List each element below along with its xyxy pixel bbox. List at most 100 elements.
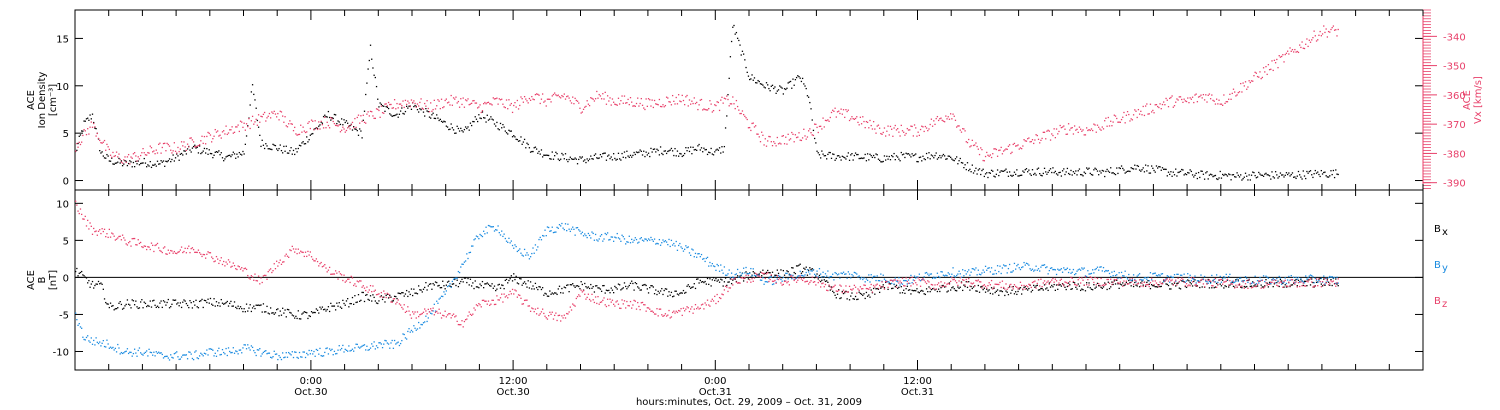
data-point <box>580 281 582 283</box>
data-point <box>316 349 319 352</box>
data-point <box>172 299 174 301</box>
data-point <box>894 158 896 161</box>
data-point <box>415 106 417 108</box>
data-point <box>347 127 349 129</box>
data-point <box>129 351 131 353</box>
data-point <box>455 132 457 134</box>
data-point <box>1111 281 1113 283</box>
data-point <box>1185 173 1188 176</box>
data-point <box>1167 275 1170 278</box>
data-point <box>1164 279 1166 281</box>
data-point <box>1042 172 1044 175</box>
data-point <box>650 310 652 312</box>
data-point <box>821 150 823 152</box>
data-point <box>486 282 488 284</box>
data-point <box>273 263 275 265</box>
data-point <box>834 159 836 161</box>
data-point <box>917 276 919 278</box>
data-point <box>942 274 945 276</box>
data-point <box>1331 284 1333 287</box>
data-point <box>201 353 203 356</box>
data-point <box>785 88 787 91</box>
data-point <box>238 266 240 268</box>
data-point <box>995 272 998 275</box>
data-point <box>750 129 752 132</box>
data-point <box>160 300 162 302</box>
data-point <box>714 279 716 282</box>
data-point <box>99 150 101 152</box>
data-point <box>1021 147 1023 150</box>
data-point <box>578 158 580 161</box>
data-point <box>1141 169 1143 171</box>
data-point <box>82 130 84 132</box>
data-point <box>308 349 310 352</box>
data-point <box>523 299 526 302</box>
data-point <box>1095 168 1097 170</box>
data-point <box>1160 273 1162 275</box>
data-point <box>775 145 777 147</box>
data-point <box>664 288 667 290</box>
data-point <box>1116 279 1118 281</box>
data-point <box>1308 39 1310 41</box>
data-point <box>1022 266 1024 268</box>
data-point <box>108 306 110 309</box>
data-point <box>1175 168 1177 170</box>
data-point <box>1119 121 1121 123</box>
data-point <box>119 353 121 355</box>
data-point <box>1172 106 1174 108</box>
data-point <box>178 305 180 307</box>
data-point <box>646 307 648 309</box>
data-point <box>438 119 440 122</box>
data-point <box>91 113 94 115</box>
data-point <box>434 281 437 283</box>
data-point <box>644 283 646 286</box>
data-point <box>85 225 88 227</box>
data-point <box>951 273 953 275</box>
data-point <box>247 125 249 128</box>
data-point <box>393 295 396 298</box>
data-point <box>1069 284 1071 286</box>
data-point <box>171 158 173 161</box>
data-point <box>1323 275 1325 277</box>
data-point <box>653 238 656 240</box>
data-point <box>996 169 999 171</box>
data-point <box>347 298 349 300</box>
data-point <box>207 298 209 300</box>
data-point <box>501 284 503 286</box>
data-point <box>242 310 244 313</box>
data-point <box>718 270 721 272</box>
data-point <box>422 111 425 113</box>
data-point <box>1294 279 1296 282</box>
data-point <box>978 153 981 156</box>
data-point <box>513 247 515 249</box>
data-point <box>1211 174 1213 176</box>
data-point <box>162 160 165 162</box>
data-point <box>454 278 456 281</box>
data-point <box>1107 269 1109 272</box>
data-point <box>645 98 647 100</box>
data-point <box>925 271 928 274</box>
data-point <box>457 323 460 326</box>
data-point <box>980 286 982 288</box>
data-point <box>158 143 160 145</box>
data-point <box>142 354 144 356</box>
data-point <box>717 265 720 267</box>
data-point <box>925 152 928 155</box>
data-point <box>1110 275 1112 278</box>
data-point <box>1124 284 1126 286</box>
data-point <box>1102 170 1105 172</box>
data-point <box>148 152 150 154</box>
data-point <box>1318 173 1320 176</box>
data-point <box>445 125 447 127</box>
data-point <box>745 66 747 69</box>
data-point <box>1261 174 1264 176</box>
data-point <box>393 114 396 117</box>
data-point <box>649 99 651 101</box>
data-point <box>371 300 373 302</box>
data-point <box>408 105 410 107</box>
data-point <box>936 115 939 118</box>
data-point <box>345 280 348 282</box>
data-point <box>259 134 261 136</box>
data-point <box>631 280 633 282</box>
data-point <box>1019 147 1022 149</box>
